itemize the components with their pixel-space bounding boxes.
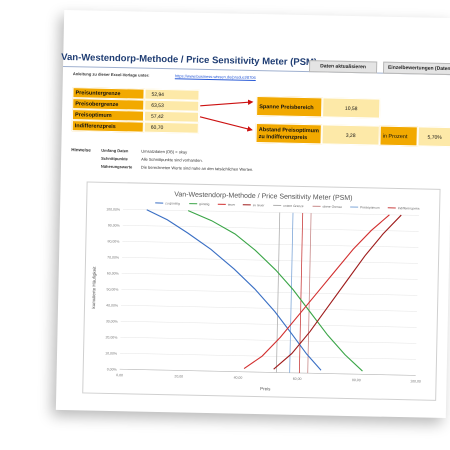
marker-line (275, 212, 281, 373)
y-tick-labels: 0,00% 10,00% 20,00% 30,00% 40,00% 50,00% 60,00… (105, 207, 120, 371)
grid-line (121, 288, 418, 296)
grid-line (123, 208, 420, 216)
legend-label: günstig (199, 202, 210, 206)
update-data-button[interactable]: Daten aktualisieren (308, 60, 378, 74)
instructions-label: Anleitung zu dieser Excel-Vorlage unter: (72, 71, 150, 78)
grid-line (122, 256, 419, 264)
arrows-graphic (199, 99, 254, 132)
x-tick-label: 20,00 (174, 374, 183, 378)
price-value-3[interactable]: 60,70 (143, 121, 199, 134)
abstand-label: Abstand Preisoptimum zu Indifferenzpreis (255, 122, 322, 145)
spanne-label: Spanne Preisbereich (256, 96, 323, 118)
y-tick-label: 60,00% (107, 271, 119, 275)
notes-heading: Hinweise (71, 147, 91, 153)
y-axis-label: kumulierte Häufigkeit (91, 266, 97, 309)
arrow-abstand (199, 116, 253, 132)
legend-label: Preisoptimum (360, 205, 380, 209)
chart-legend: zu günstig günstig teuer zu teuer untere Gre… (155, 201, 420, 211)
abstand-value[interactable]: 3,28 (321, 124, 380, 146)
y-tick-label: 40,00% (106, 303, 118, 307)
arrow-spanne (200, 99, 254, 107)
legend-label: Indifferenzpreis (398, 206, 420, 210)
legend-label: teuer (228, 203, 236, 207)
grid-line (121, 272, 418, 280)
x-axis (119, 368, 416, 376)
series-line (243, 214, 390, 370)
chart-title: Van-Westendorp-Methode / Price Sensitivi… (174, 191, 352, 202)
spanne-value[interactable]: 10,58 (322, 97, 381, 119)
percent-label: in Prozent (379, 125, 418, 147)
marker-line (289, 212, 294, 373)
instructions-link[interactable]: https://www.business-wissen.de/product/8… (174, 73, 256, 80)
x-tick-label: 80,00 (352, 378, 361, 382)
y-tick-label: 70,00% (107, 255, 119, 259)
percent-value[interactable]: 5,70% (417, 126, 450, 148)
chart-grid (119, 208, 420, 376)
y-tick-label: 0,00% (107, 367, 117, 371)
spreadsheet-page: Van-Westendorp-Methode / Price Sensitivi… (55, 9, 450, 419)
y-tick-label: 30,00% (106, 319, 118, 323)
grid-line (120, 336, 417, 344)
note-text-0: Umsatzdaten (DB) = okay (141, 148, 188, 155)
grid-line (122, 224, 419, 232)
legend-label: untere Grenze (283, 204, 304, 208)
y-tick-label: 50,00% (106, 287, 118, 291)
y-tick-label: 10,00% (105, 351, 117, 355)
marker-line (298, 212, 304, 373)
x-tick-label: 0,00 (116, 373, 123, 377)
chart-markers (275, 212, 312, 374)
grid-line (122, 240, 419, 248)
grid-line (120, 352, 416, 360)
psm-chart[interactable]: Van-Westendorp-Methode / Price Sensitivi… (82, 181, 441, 401)
y-tick-label: 20,00% (105, 335, 117, 339)
y-tick-label: 90,00% (108, 223, 120, 227)
legend-label: obere Grenze (323, 205, 343, 209)
series-line (187, 210, 363, 372)
marker-line (307, 213, 312, 374)
legend-label: zu teuer (253, 203, 266, 207)
x-tick-label: 60,00 (293, 377, 302, 381)
y-tick-label: 80,00% (107, 239, 119, 243)
y-tick-label: 100,00% (106, 207, 120, 211)
price-label-3: Indifferenzpreis (71, 120, 144, 133)
series-line (273, 214, 402, 370)
x-tick-label: 100,00 (410, 379, 421, 383)
note-text-2: Die berechneten Werte sind nahe an den t… (140, 164, 254, 172)
x-tick-label: 40,00 (234, 376, 243, 380)
note-key-1: Schnittpunkte (101, 155, 128, 162)
chart-svg: Van-Westendorp-Methode / Price Sensitivi… (91, 191, 421, 391)
note-key-2: Näherungswerte (100, 163, 133, 170)
note-text-1: Alle Schnittpunkte sind vorhanden. (141, 156, 203, 163)
note-key-0: Umfang Daten (101, 147, 129, 154)
x-tick-labels: 0,00 20,00 40,00 60,00 80,00 100,00 (116, 373, 421, 383)
chart-series (146, 209, 402, 372)
x-axis-label: Preis (260, 386, 271, 391)
grid-line (121, 304, 418, 312)
grid-line (120, 320, 417, 328)
single-ratings-button[interactable]: Einzelbewertungen (Daten) (382, 61, 450, 76)
legend-label: zu günstig (165, 201, 180, 205)
